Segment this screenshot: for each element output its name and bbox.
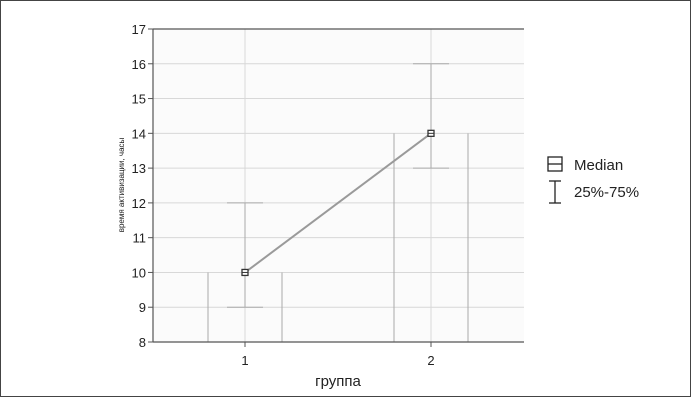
x-tick-label: 1 [241, 353, 248, 368]
y-tick-label: 12 [132, 196, 146, 211]
y-tick-label: 15 [132, 92, 146, 107]
range-group-2 [393, 63, 469, 342]
y-tick-label: 16 [132, 57, 146, 72]
y-tick-label: 17 [132, 22, 146, 37]
legend-median-label: Median [574, 157, 623, 174]
median-points [241, 129, 435, 277]
axes [148, 28, 524, 347]
y-tick-label: 10 [132, 265, 146, 280]
plot-background [153, 29, 524, 342]
legend-whisker-icon [549, 180, 561, 204]
y-tick-label: 14 [132, 126, 146, 141]
whiskers [207, 63, 469, 342]
y-axis-title: время активизации, часы [117, 137, 126, 232]
range-group-1 [207, 202, 283, 342]
legend-median-icon [547, 156, 563, 172]
legend: Median 25%-75% [547, 156, 639, 204]
x-tick-label: 2 [427, 353, 434, 368]
median-line [244, 132, 432, 274]
y-tick-label: 11 [133, 231, 147, 246]
y-tick-label: 8 [139, 335, 146, 350]
y-tick-labels: 8 9 10 11 12 13 14 15 16 17 [132, 22, 146, 350]
y-tick-label: 13 [132, 161, 146, 176]
y-tick-label: 9 [139, 300, 146, 315]
x-axis-title: группа [315, 373, 361, 390]
legend-range-label: 25%-75% [574, 184, 639, 201]
